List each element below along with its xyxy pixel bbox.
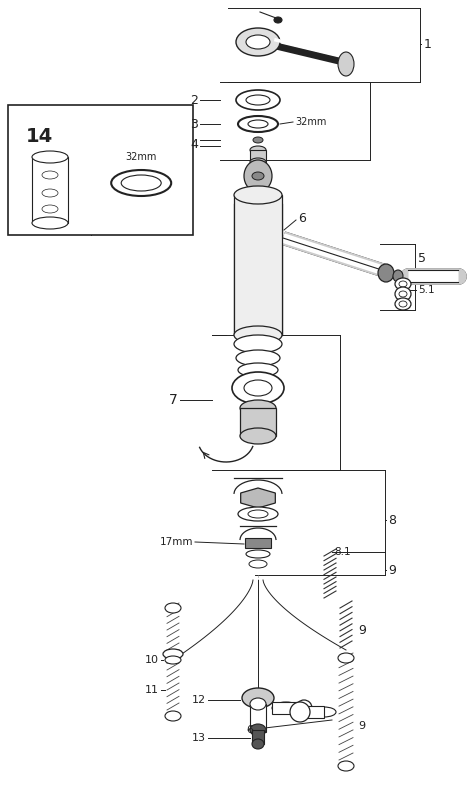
Ellipse shape: [250, 724, 266, 736]
Text: 8: 8: [388, 514, 396, 526]
Bar: [302, 706, 324, 718]
Text: 2: 2: [190, 94, 198, 106]
Text: 11: 11: [145, 685, 159, 695]
Ellipse shape: [399, 281, 407, 287]
Text: 9: 9: [358, 721, 365, 731]
Text: 10: 10: [145, 655, 159, 665]
Ellipse shape: [232, 372, 284, 404]
Ellipse shape: [238, 507, 278, 521]
Ellipse shape: [248, 120, 268, 128]
Text: 6: 6: [298, 211, 306, 225]
Text: 14: 14: [26, 127, 53, 146]
Ellipse shape: [249, 560, 267, 568]
Ellipse shape: [252, 739, 264, 749]
Ellipse shape: [338, 761, 354, 771]
Ellipse shape: [248, 510, 268, 518]
Text: 32mm: 32mm: [295, 117, 326, 127]
Text: 12: 12: [192, 695, 206, 705]
Text: 8.1: 8.1: [334, 547, 350, 557]
Ellipse shape: [234, 335, 282, 353]
Ellipse shape: [32, 151, 68, 163]
Ellipse shape: [338, 52, 354, 76]
Ellipse shape: [236, 90, 280, 110]
Ellipse shape: [393, 270, 403, 282]
Ellipse shape: [121, 175, 161, 191]
Text: 3: 3: [190, 118, 198, 130]
Text: 17mm: 17mm: [159, 537, 193, 547]
Ellipse shape: [165, 656, 181, 664]
Ellipse shape: [378, 264, 394, 282]
Text: 32mm: 32mm: [125, 152, 157, 162]
Ellipse shape: [238, 363, 278, 377]
Text: 7: 7: [169, 393, 178, 407]
Ellipse shape: [246, 95, 270, 105]
Ellipse shape: [246, 35, 270, 49]
Polygon shape: [241, 488, 275, 508]
Text: 13: 13: [192, 733, 206, 743]
Ellipse shape: [240, 428, 276, 444]
Ellipse shape: [253, 137, 263, 143]
Ellipse shape: [244, 160, 272, 192]
Bar: [250, 150, 266, 162]
Ellipse shape: [312, 707, 336, 717]
Ellipse shape: [395, 298, 411, 310]
Ellipse shape: [240, 400, 276, 416]
Ellipse shape: [236, 350, 280, 366]
Ellipse shape: [244, 380, 272, 396]
Ellipse shape: [250, 146, 266, 154]
Ellipse shape: [296, 700, 312, 716]
Ellipse shape: [163, 649, 183, 659]
Ellipse shape: [250, 698, 266, 710]
Text: 5: 5: [418, 251, 426, 265]
Bar: [250, 704, 266, 732]
Ellipse shape: [242, 688, 274, 708]
Text: 5.1: 5.1: [418, 285, 435, 295]
Ellipse shape: [290, 702, 310, 722]
Text: 1: 1: [424, 38, 432, 50]
Ellipse shape: [274, 17, 282, 23]
Bar: [272, 702, 302, 714]
Ellipse shape: [399, 291, 407, 297]
Ellipse shape: [42, 171, 58, 179]
Ellipse shape: [238, 116, 278, 132]
Bar: [234, 195, 282, 335]
Bar: [32, 157, 68, 223]
Ellipse shape: [338, 653, 354, 663]
Text: 6: 6: [246, 725, 253, 735]
Bar: [252, 730, 264, 744]
Ellipse shape: [252, 172, 264, 180]
Ellipse shape: [272, 702, 300, 714]
Ellipse shape: [399, 301, 407, 307]
Ellipse shape: [111, 170, 171, 196]
Bar: [245, 538, 271, 548]
Bar: [8, 105, 193, 235]
Ellipse shape: [165, 603, 181, 613]
Ellipse shape: [165, 711, 181, 721]
Ellipse shape: [234, 186, 282, 204]
Ellipse shape: [42, 189, 58, 197]
Ellipse shape: [395, 287, 411, 301]
Bar: [240, 408, 276, 436]
Text: 9: 9: [358, 623, 366, 637]
Ellipse shape: [42, 205, 58, 213]
Text: 9: 9: [388, 563, 396, 577]
Ellipse shape: [250, 158, 266, 166]
Ellipse shape: [234, 326, 282, 344]
Ellipse shape: [395, 278, 411, 290]
Ellipse shape: [246, 550, 270, 558]
Text: 4: 4: [190, 138, 198, 150]
Ellipse shape: [236, 28, 280, 56]
Ellipse shape: [32, 217, 68, 229]
